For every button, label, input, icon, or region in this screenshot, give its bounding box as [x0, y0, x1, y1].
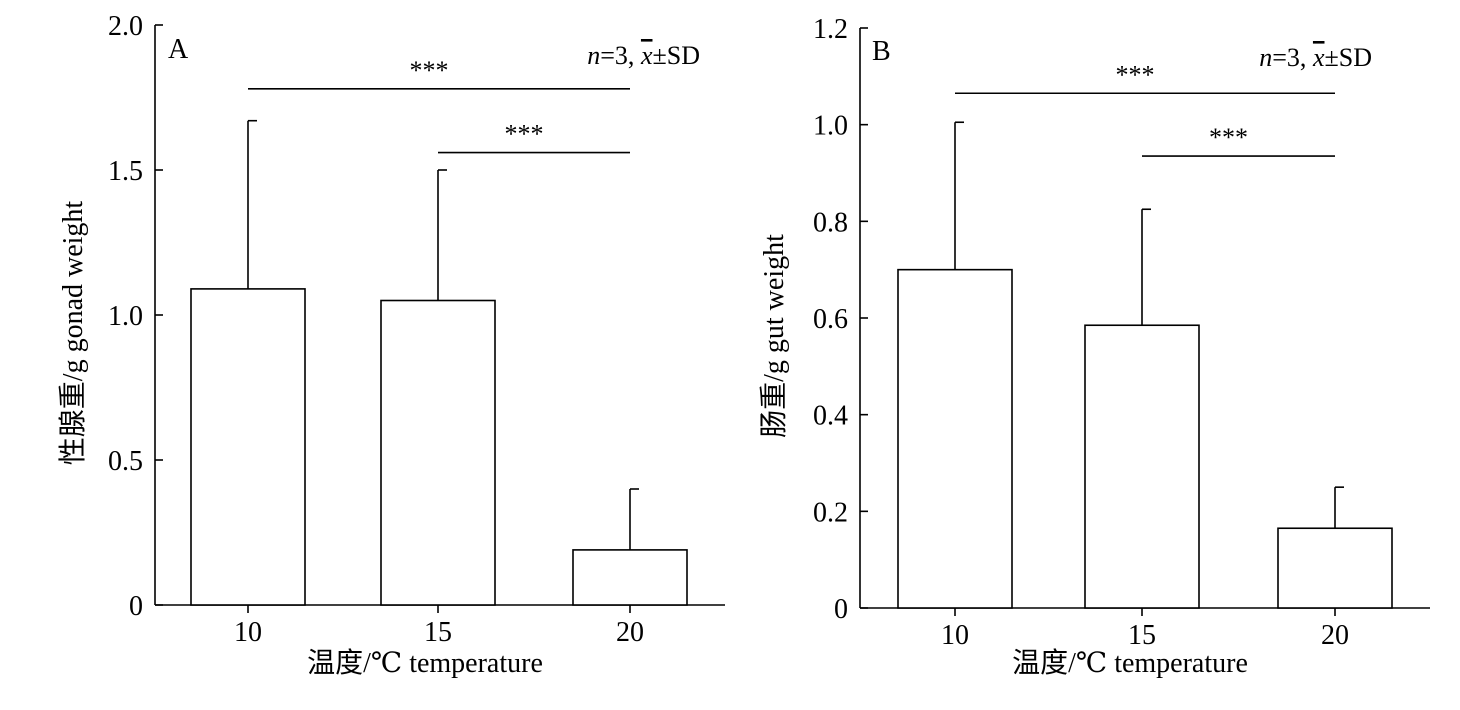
bar-15: [380, 299, 496, 606]
y-tick-label: 1.0: [813, 111, 848, 142]
stats-annotation: n=3, x±SD: [587, 41, 700, 70]
panel-b: 0 0.2 0.4 0.6 0.8 1.0 1.2 10 15 20 *** *** B n=3, x±S…: [758, 14, 1430, 679]
y-tick-label: 2.0: [108, 11, 143, 42]
y-tick-label: 1.2: [813, 14, 848, 45]
y-tick-label: 1.5: [108, 156, 143, 187]
x-tick-label-15: 15: [424, 617, 452, 648]
y-tick-label: 0: [834, 594, 848, 625]
annotation-part: =3,: [600, 41, 641, 70]
y-tick-label: 0.4: [813, 401, 848, 432]
x-tick-label-10: 10: [234, 617, 262, 648]
y-tick-label: 0.5: [108, 446, 143, 477]
annotation-part: n: [587, 41, 600, 70]
x-tick-label-15: 15: [1128, 620, 1156, 651]
x-tick-label-20: 20: [616, 617, 644, 648]
x-tick-label-10: 10: [941, 620, 969, 651]
x-axis-title: 温度/℃ temperature: [307, 647, 543, 679]
y-axis-title: 肠重/g gut weight: [758, 234, 790, 438]
y-axis-title: 性腺重/g gonad weight: [57, 201, 89, 466]
annotation-part: n: [1259, 43, 1272, 72]
bar-10: [897, 268, 1013, 609]
bar-15: [1084, 324, 1200, 609]
y-tick-label: 0.6: [813, 304, 848, 335]
x-axis-title: 温度/℃ temperature: [1012, 647, 1248, 679]
bar-20: [1277, 527, 1393, 609]
x-tick-label-20: 20: [1321, 620, 1349, 651]
mean-symbol: x: [1312, 43, 1325, 72]
y-tick-label: 0.2: [813, 497, 848, 528]
y-tick-label: 0: [129, 591, 143, 622]
annotation-part: ±SD: [652, 41, 700, 70]
y-tick-label: 0.8: [813, 207, 848, 238]
panel-letter: A: [168, 34, 189, 65]
stats-annotation: n=3, x±SD: [1259, 43, 1372, 72]
bar-10: [190, 288, 306, 606]
annotation-part: ±SD: [1324, 43, 1372, 72]
y-tick-label: 1.0: [108, 301, 143, 332]
significance-label: ***: [1116, 60, 1155, 89]
annotation-part: =3,: [1272, 43, 1313, 72]
mean-symbol: x: [640, 41, 653, 70]
significance-label: ***: [410, 56, 449, 85]
significance-label: ***: [505, 120, 544, 149]
panel-a: 0 0.5 1.0 1.5 2.0 10 15 20 *** *** A n=3, x±SD 温度/℃ …: [57, 11, 725, 679]
bar-20: [572, 549, 688, 606]
significance-label: ***: [1209, 123, 1248, 152]
panel-letter: B: [872, 36, 891, 67]
